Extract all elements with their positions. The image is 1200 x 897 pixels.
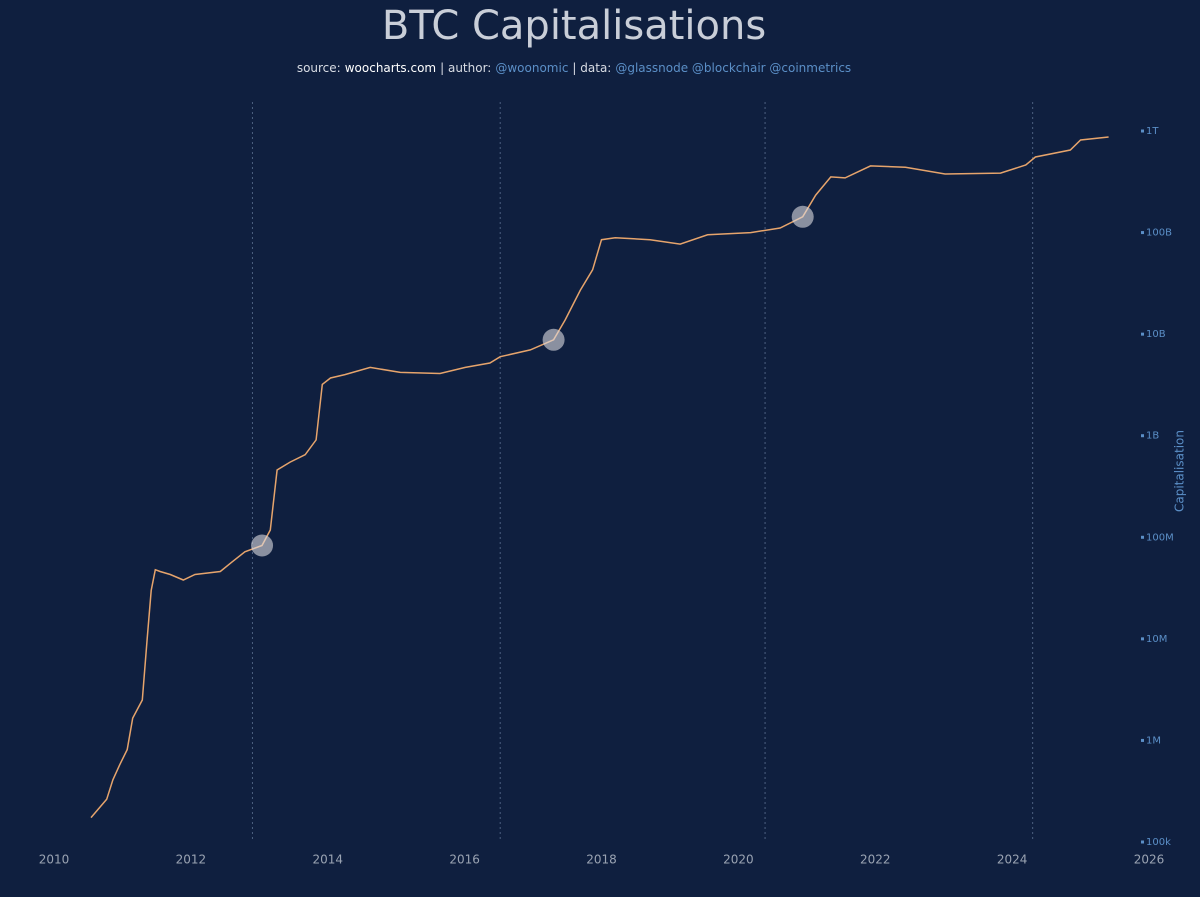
subtitle-part: @woonomic — [495, 61, 568, 75]
x-tick-label: 2018 — [586, 853, 617, 867]
y-tick-mark — [1141, 332, 1144, 336]
x-tick-label: 2020 — [723, 853, 754, 867]
subtitle-part: | data: — [572, 61, 611, 75]
y-tick-mark — [1141, 738, 1144, 742]
marker — [251, 534, 274, 557]
subtitle-part: @glassnode @blockchair @coinmetrics — [615, 61, 851, 75]
chart-subtitle: source: woocharts.com | author: @woonomic | … — [297, 61, 851, 75]
chart-title: BTC Capitalisations — [382, 3, 766, 49]
y-tick-mark — [1141, 231, 1144, 235]
y-tick-label: 100k — [1146, 837, 1171, 848]
y-tick-label: 10B — [1146, 329, 1166, 340]
y-tick-mark — [1141, 434, 1144, 438]
subtitle-part: woocharts.com — [345, 61, 436, 75]
marker — [791, 205, 814, 228]
x-tick-label: 2012 — [176, 853, 207, 867]
y-tick-label: 1T — [1146, 126, 1159, 137]
y-tick-mark — [1141, 129, 1144, 133]
y-tick-label: 1B — [1146, 431, 1159, 442]
y-tick-mark — [1141, 535, 1144, 539]
y-axis-title: Capitalisation — [1173, 430, 1187, 512]
x-tick-label: 2022 — [860, 853, 891, 867]
y-tick-label: 10M — [1146, 634, 1167, 645]
y-tick-label: 100M — [1146, 532, 1174, 543]
subtitle-part: | author: — [440, 61, 491, 75]
y-tick-mark — [1141, 840, 1144, 844]
x-tick-label: 2024 — [997, 853, 1028, 867]
x-tick-label: 2016 — [449, 853, 480, 867]
capitalisation-line — [90, 136, 1109, 819]
x-tick-label: 2014 — [312, 853, 343, 867]
y-tick-label: 100B — [1146, 228, 1172, 239]
x-tick-label: 2026 — [1134, 853, 1165, 867]
marker — [542, 328, 565, 351]
subtitle-part: source: — [297, 61, 341, 75]
y-tick-label: 1M — [1146, 735, 1161, 746]
y-tick-mark — [1141, 637, 1144, 641]
x-tick-label: 2010 — [39, 853, 70, 867]
